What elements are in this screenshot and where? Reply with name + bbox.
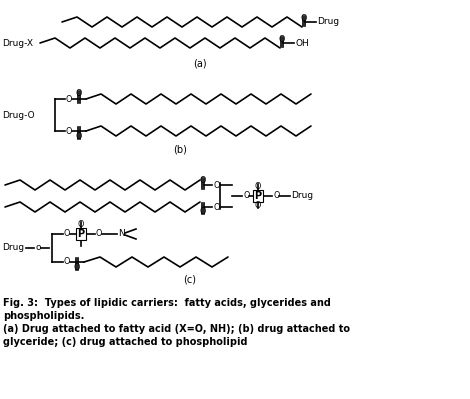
Text: P: P: [78, 229, 85, 239]
Text: Drug: Drug: [291, 192, 313, 201]
Text: O: O: [200, 207, 206, 216]
Text: (b): (b): [173, 145, 187, 155]
Text: O: O: [66, 95, 72, 103]
Text: O: O: [78, 220, 84, 229]
Text: Drug: Drug: [2, 243, 24, 253]
Text: O: O: [255, 201, 261, 210]
Text: o: o: [35, 243, 40, 253]
Text: O: O: [213, 203, 219, 211]
Text: O: O: [273, 192, 279, 201]
Text: O: O: [66, 126, 72, 136]
Text: O: O: [279, 35, 285, 44]
Text: O: O: [96, 229, 102, 239]
Text: O: O: [76, 89, 82, 98]
Text: O: O: [255, 182, 261, 191]
Text: O: O: [301, 14, 307, 23]
Text: Fig. 3:  Types of lipidic carriers:  fatty acids, glycerides and: Fig. 3: Types of lipidic carriers: fatty…: [3, 298, 331, 308]
Text: glyceride; (c) drug attached to phospholipid: glyceride; (c) drug attached to phosphol…: [3, 337, 248, 347]
Text: O: O: [200, 176, 206, 185]
Text: Drug-O: Drug-O: [2, 111, 35, 119]
Text: N: N: [118, 229, 125, 239]
Text: O: O: [64, 257, 70, 267]
Text: phospholipids.: phospholipids.: [3, 311, 85, 321]
Text: (a): (a): [193, 58, 207, 68]
Text: O: O: [74, 263, 80, 272]
Text: O: O: [76, 132, 82, 141]
Text: Drug: Drug: [317, 18, 339, 26]
Text: O: O: [213, 180, 219, 190]
Text: (a) Drug attached to fatty acid (X=O, NH); (b) drug attached to: (a) Drug attached to fatty acid (X=O, NH…: [3, 324, 350, 334]
Text: OH: OH: [295, 38, 309, 47]
Text: O: O: [64, 229, 70, 239]
Text: P: P: [254, 191, 262, 201]
Text: O: O: [243, 192, 250, 201]
Text: (c): (c): [183, 275, 196, 285]
Text: Drug-X: Drug-X: [2, 38, 33, 47]
